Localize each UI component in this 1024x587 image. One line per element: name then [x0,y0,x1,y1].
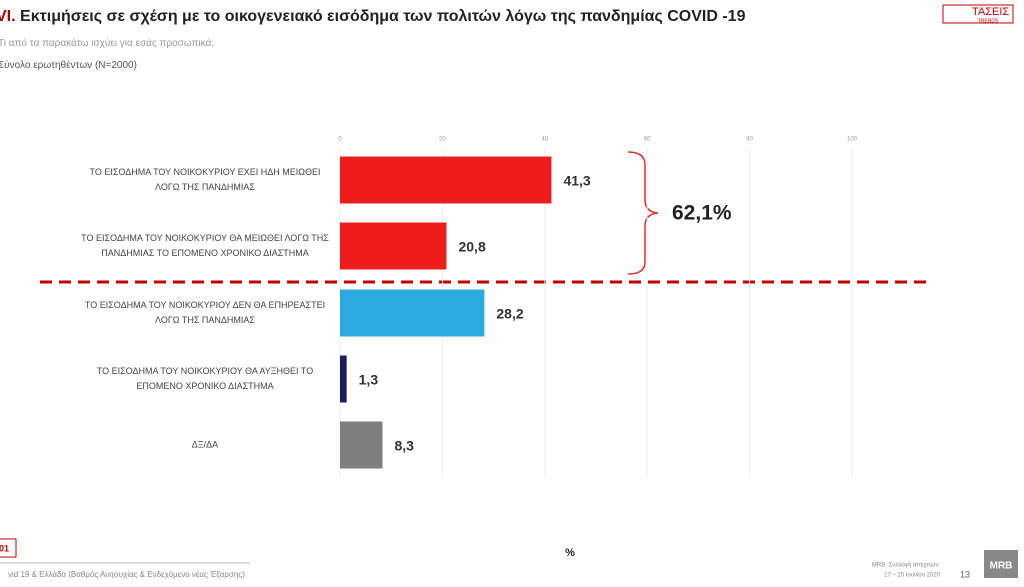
category-label: ΤΟ ΕΙΣΟΔΗΜΑ ΤΟΥ ΝΟΙΚΟΚΥΡΙΟΥ ΘΑ ΜΕΙΩΘΕΙ Λ… [81,233,329,258]
value-label: 28,2 [496,306,523,322]
source: MRB, Συλλογή στοιχείων: [872,562,940,569]
value-label: 8,3 [394,438,414,454]
x-tick-label: 100 [847,137,858,143]
footer-text: vid 19 & Ελλάδα (Βαθμός Ανησυχίας & Ενδε… [8,570,245,579]
bar [340,156,552,204]
x-tick-label: 60 [644,137,651,143]
value-label: 1,3 [359,372,379,388]
footer-code: 01 [0,543,9,553]
question: Τι από τα παρακάτω ισχύει για εσάς προσω… [0,38,215,49]
bar [340,222,447,270]
category-label: ΤΟ ΕΙΣΟΔΗΜΑ ΤΟΥ ΝΟΙΚΟΚΥΡΙΟΥ ΘΑ ΑΥΞΗΘΕΙ Τ… [96,366,314,391]
logo-top-sub: TRENDS [978,18,999,24]
value-label: 20,8 [458,239,485,255]
page-number: 13 [960,569,970,579]
source-dates: 17 – 25 Ιουνίου 2020 [884,573,941,579]
category-label: ΤΟ ΕΙΣΟΔΗΜΑ ΤΟΥ ΝΟΙΚΟΚΥΡΙΟΥ ΔΕΝ ΘΑ ΕΠΗΡΕ… [84,300,326,325]
bar [340,355,347,403]
logo-box [942,4,1014,24]
title: VI. Εκτιμήσεις σε σχέση με το οικογενεια… [0,8,745,26]
x-tick-label: 0 [338,137,342,143]
bracket [627,151,659,275]
footer-box [0,538,17,558]
value-label: 41,3 [563,173,590,189]
title-text: Εκτιμήσεις σε σχέση με το οικογενειακό ε… [20,8,746,25]
bar [340,421,383,469]
annotation: 62,1% [672,202,732,225]
x-tick-label: 80 [746,137,753,143]
category-label: ΤΟ ΕΙΣΟΔΗΜΑ ΤΟΥ ΝΟΙΚΟΚΥΡΙΟΥ ΕΧΕΙ ΗΔΗ ΜΕΙ… [89,167,321,192]
logo-bottom: MRB [990,561,1013,572]
title-prefix: VI. [0,8,16,25]
x-tick-label: 20 [439,137,446,143]
x-axis-label: % [565,547,575,559]
category-label: ΔΞ/ΔΑ [191,439,219,450]
base: Σύνολο ερωτηθέντων (N=2000) [0,60,137,71]
logo-top: ΤΑΣΕΙΣ [972,6,1009,18]
x-tick-label: 40 [541,137,548,143]
bar [340,289,485,337]
logo-bottom-box [984,550,1018,578]
